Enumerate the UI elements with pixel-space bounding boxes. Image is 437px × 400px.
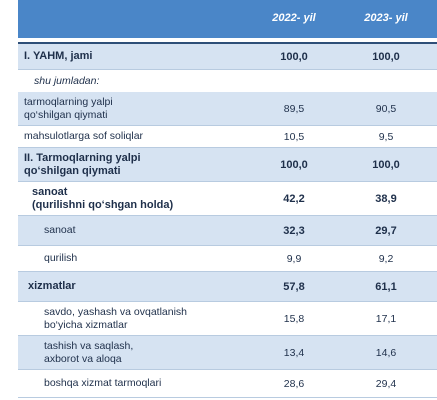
row-label: sanoat bbox=[44, 224, 76, 236]
value-2022: 100,0 bbox=[280, 50, 308, 63]
value-2023: 9,5 bbox=[378, 130, 394, 143]
row-label: tashish va saqlash, axborot va aloqa bbox=[44, 336, 133, 369]
value-2022: 89,5 bbox=[283, 102, 305, 115]
row-label: boshqa xizmat tarmoqlari bbox=[44, 377, 162, 389]
row-label-line-1: II. Tarmoqlarning yalpi bbox=[24, 151, 141, 164]
row-label-line-1: savdo, yashash va ovqatlanish bbox=[44, 305, 188, 318]
table-row-industry: sanoat 32,3 29,7 bbox=[18, 216, 437, 246]
value-2023: 9,2 bbox=[378, 252, 394, 265]
value-2022: 10,5 bbox=[283, 130, 305, 143]
value-2023: 14,6 bbox=[375, 346, 397, 359]
row-label: mahsulotlarga sof soliqlar bbox=[24, 130, 144, 142]
value-2022: 100,0 bbox=[280, 158, 308, 171]
row-label-line-2: qo‘shilgan qiymati bbox=[24, 108, 108, 121]
value-2022: 13,4 bbox=[283, 346, 305, 359]
row-label-line-1: sanoat bbox=[32, 185, 68, 198]
value-2022: 28,6 bbox=[283, 377, 305, 390]
table-row-trade-accommodation: savdo, yashash va ovqatlanish bo‘yicha x… bbox=[18, 302, 437, 336]
column-header-2023: 2023- yil bbox=[364, 12, 408, 24]
table-row-net-taxes: mahsulotlarga sof soliqlar 10,5 9,5 bbox=[18, 126, 437, 148]
value-2023: 90,5 bbox=[375, 102, 397, 115]
table-row-services: xizmatlar 57,8 61,1 bbox=[18, 272, 437, 302]
row-label: I. YAHM, jami bbox=[24, 50, 93, 62]
value-2023: 61,1 bbox=[375, 280, 397, 293]
row-label: xizmatlar bbox=[28, 280, 76, 292]
row-label: II. Tarmoqlarning yalpi qo‘shilgan qiyma… bbox=[24, 148, 141, 181]
row-label-line-2: axborot va aloqa bbox=[44, 352, 122, 365]
row-label: tarmoqlarning yalpi qo‘shilgan qiymati bbox=[24, 92, 113, 125]
table-row-transport-communication: tashish va saqlash, axborot va aloqa 13,… bbox=[18, 336, 437, 370]
value-2022: 57,8 bbox=[283, 280, 305, 293]
value-2022: 42,2 bbox=[283, 192, 305, 205]
row-label-line-2: qo‘shilgan qiymati bbox=[24, 164, 121, 177]
table-row-yahm-total: I. YAHM, jami 100,0 100,0 bbox=[18, 42, 437, 70]
row-label: sanoat (qurilishni qo‘shgan holda) bbox=[32, 182, 173, 215]
row-label-line-2: bo‘yicha xizmatlar bbox=[44, 318, 128, 331]
value-2022: 15,8 bbox=[283, 312, 305, 325]
table-header: 2022- yil 2023- yil bbox=[18, 0, 437, 38]
table-row-construction: qurilish 9,9 9,2 bbox=[18, 246, 437, 272]
value-2023: 29,4 bbox=[375, 377, 397, 390]
row-label: savdo, yashash va ovqatlanish bo‘yicha x… bbox=[44, 302, 187, 335]
row-label: shu jumladan: bbox=[34, 74, 100, 87]
table-row-industry-incl-construction: sanoat (qurilishni qo‘shgan holda) 42,2 … bbox=[18, 182, 437, 216]
value-2023: 38,9 bbox=[375, 192, 397, 205]
table-row-gross-value-added: tarmoqlarning yalpi qo‘shilgan qiymati 8… bbox=[18, 92, 437, 126]
value-2023: 100,0 bbox=[372, 158, 400, 171]
row-label: qurilish bbox=[44, 252, 78, 264]
row-label-line-2: (qurilishni qo‘shgan holda) bbox=[32, 198, 174, 211]
table-row-subheading: shu jumladan: bbox=[18, 70, 437, 92]
value-2023: 17,1 bbox=[375, 312, 397, 325]
value-2023: 100,0 bbox=[372, 50, 400, 63]
row-label-line-1: tarmoqlarning yalpi bbox=[24, 95, 113, 108]
value-2022: 32,3 bbox=[283, 224, 305, 237]
row-label-line-1: tashish va saqlash, bbox=[44, 339, 134, 352]
column-header-2022: 2022- yil bbox=[272, 12, 316, 24]
table-row-other-services: boshqa xizmat tarmoqlari 28,6 29,4 bbox=[18, 370, 437, 398]
table-row-sectors-total: II. Tarmoqlarning yalpi qo‘shilgan qiyma… bbox=[18, 148, 437, 182]
value-2022: 9,9 bbox=[286, 252, 302, 265]
value-2023: 29,7 bbox=[375, 224, 397, 237]
